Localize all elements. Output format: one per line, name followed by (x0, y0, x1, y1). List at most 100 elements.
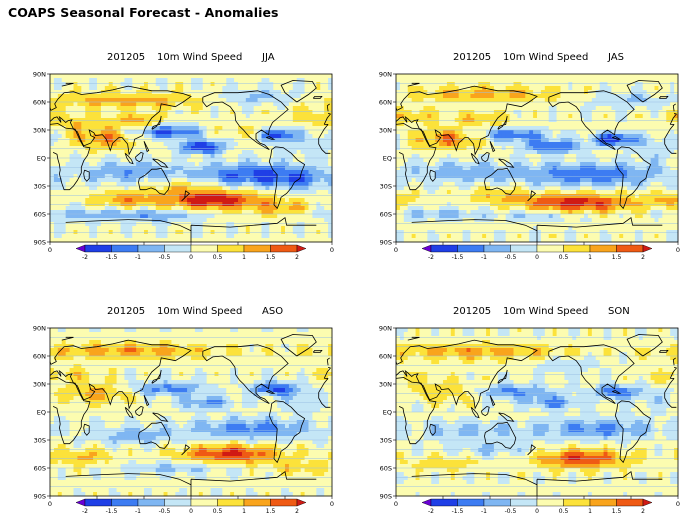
anomaly-cell (611, 166, 615, 170)
anomaly-cell (203, 78, 207, 82)
anomaly-cell (297, 214, 301, 218)
anomaly-cell (439, 162, 443, 166)
anomaly-cell (109, 210, 113, 214)
anomaly-cell (576, 126, 580, 130)
anomaly-cell (431, 86, 435, 90)
anomaly-cell (168, 134, 172, 138)
anomaly-cell (572, 86, 576, 90)
anomaly-cell (545, 174, 549, 178)
anomaly-cell (117, 202, 121, 206)
anomaly-cell (435, 158, 439, 162)
anomaly-cell (175, 122, 179, 126)
anomaly-cell (211, 190, 215, 194)
anomaly-cell (576, 166, 580, 170)
anomaly-cell (74, 122, 78, 126)
anomaly-cell (324, 234, 328, 238)
anomaly-cell (316, 126, 320, 130)
anomaly-cell (463, 114, 467, 118)
anomaly-cell (156, 114, 160, 118)
anomaly-cell (514, 146, 518, 150)
anomaly-cell (74, 206, 78, 210)
anomaly-cell (482, 162, 486, 166)
anomaly-cell (572, 174, 576, 178)
anomaly-cell (140, 74, 144, 78)
anomaly-cell (400, 146, 404, 150)
anomaly-cell (293, 90, 297, 94)
anomaly-cell (246, 110, 250, 114)
panel-title: 201205 10m Wind Speed JAS (398, 52, 678, 66)
colorbar-bin (271, 245, 298, 252)
anomaly-cell (242, 206, 246, 210)
anomaly-cell (215, 130, 219, 134)
anomaly-cell (152, 78, 156, 82)
anomaly-cell (427, 74, 431, 78)
anomaly-cell (285, 126, 289, 130)
anomaly-cell (136, 94, 140, 98)
anomaly-cell (408, 174, 412, 178)
page-title: COAPS Seasonal Forecast - Anomalies (8, 5, 279, 20)
anomaly-cell (105, 154, 109, 158)
anomaly-cell (238, 190, 242, 194)
anomaly-cell (238, 206, 242, 210)
anomaly-cell (168, 126, 172, 130)
anomaly-cell (416, 114, 420, 118)
anomaly-cell (77, 110, 81, 114)
anomaly-cell (514, 162, 518, 166)
anomaly-cell (439, 146, 443, 150)
anomaly-cell (265, 186, 269, 190)
anomaly-cell (265, 142, 269, 146)
anomaly-cell (105, 186, 109, 190)
anomaly-cell (420, 82, 424, 86)
anomaly-cell (588, 146, 592, 150)
anomaly-cell (152, 234, 156, 238)
anomaly-cell (171, 166, 175, 170)
anomaly-cell (537, 94, 541, 98)
anomaly-cell (74, 118, 78, 122)
anomaly-cell (199, 162, 203, 166)
anomaly-cell (218, 210, 222, 214)
anomaly-cell (89, 206, 93, 210)
anomaly-cell (416, 154, 420, 158)
anomaly-cell (277, 82, 281, 86)
anomaly-cell (459, 170, 463, 174)
anomaly-cell (258, 98, 262, 102)
anomaly-cell (246, 150, 250, 154)
anomaly-cell (420, 122, 424, 126)
anomaly-cell (537, 158, 541, 162)
anomaly-cell (62, 146, 66, 150)
anomaly-cell (109, 202, 113, 206)
anomaly-cell (592, 98, 596, 102)
anomaly-cell (191, 214, 195, 218)
anomaly-cell (309, 226, 313, 230)
anomaly-cell (226, 194, 230, 198)
anomaly-cell (416, 146, 420, 150)
anomaly-cell (289, 198, 293, 202)
anomaly-cell (439, 90, 443, 94)
anomaly-cell (470, 110, 474, 114)
anomaly-cell (168, 174, 172, 178)
anomaly-cell (498, 162, 502, 166)
anomaly-cell (66, 218, 70, 222)
anomaly-cell (148, 106, 152, 110)
anomaly-cell (510, 78, 514, 82)
anomaly-cell (132, 94, 136, 98)
anomaly-cell (66, 98, 70, 102)
anomaly-cell (455, 154, 459, 158)
anomaly-cell (258, 206, 262, 210)
anomaly-cell (301, 122, 305, 126)
anomaly-cell (109, 118, 113, 122)
anomaly-cell (537, 126, 541, 130)
anomaly-cell (545, 126, 549, 130)
anomaly-cell (254, 122, 258, 126)
anomaly-cell (93, 166, 97, 170)
anomaly-cell (66, 206, 70, 210)
anomaly-cell (74, 146, 78, 150)
anomaly-cell (549, 90, 553, 94)
anomaly-cell (561, 86, 565, 90)
anomaly-cell (301, 230, 305, 234)
anomaly-cell (109, 94, 113, 98)
anomaly-cell (564, 134, 568, 138)
anomaly-cell (514, 130, 518, 134)
anomaly-cell (179, 230, 183, 234)
anomaly-cell (305, 146, 309, 150)
